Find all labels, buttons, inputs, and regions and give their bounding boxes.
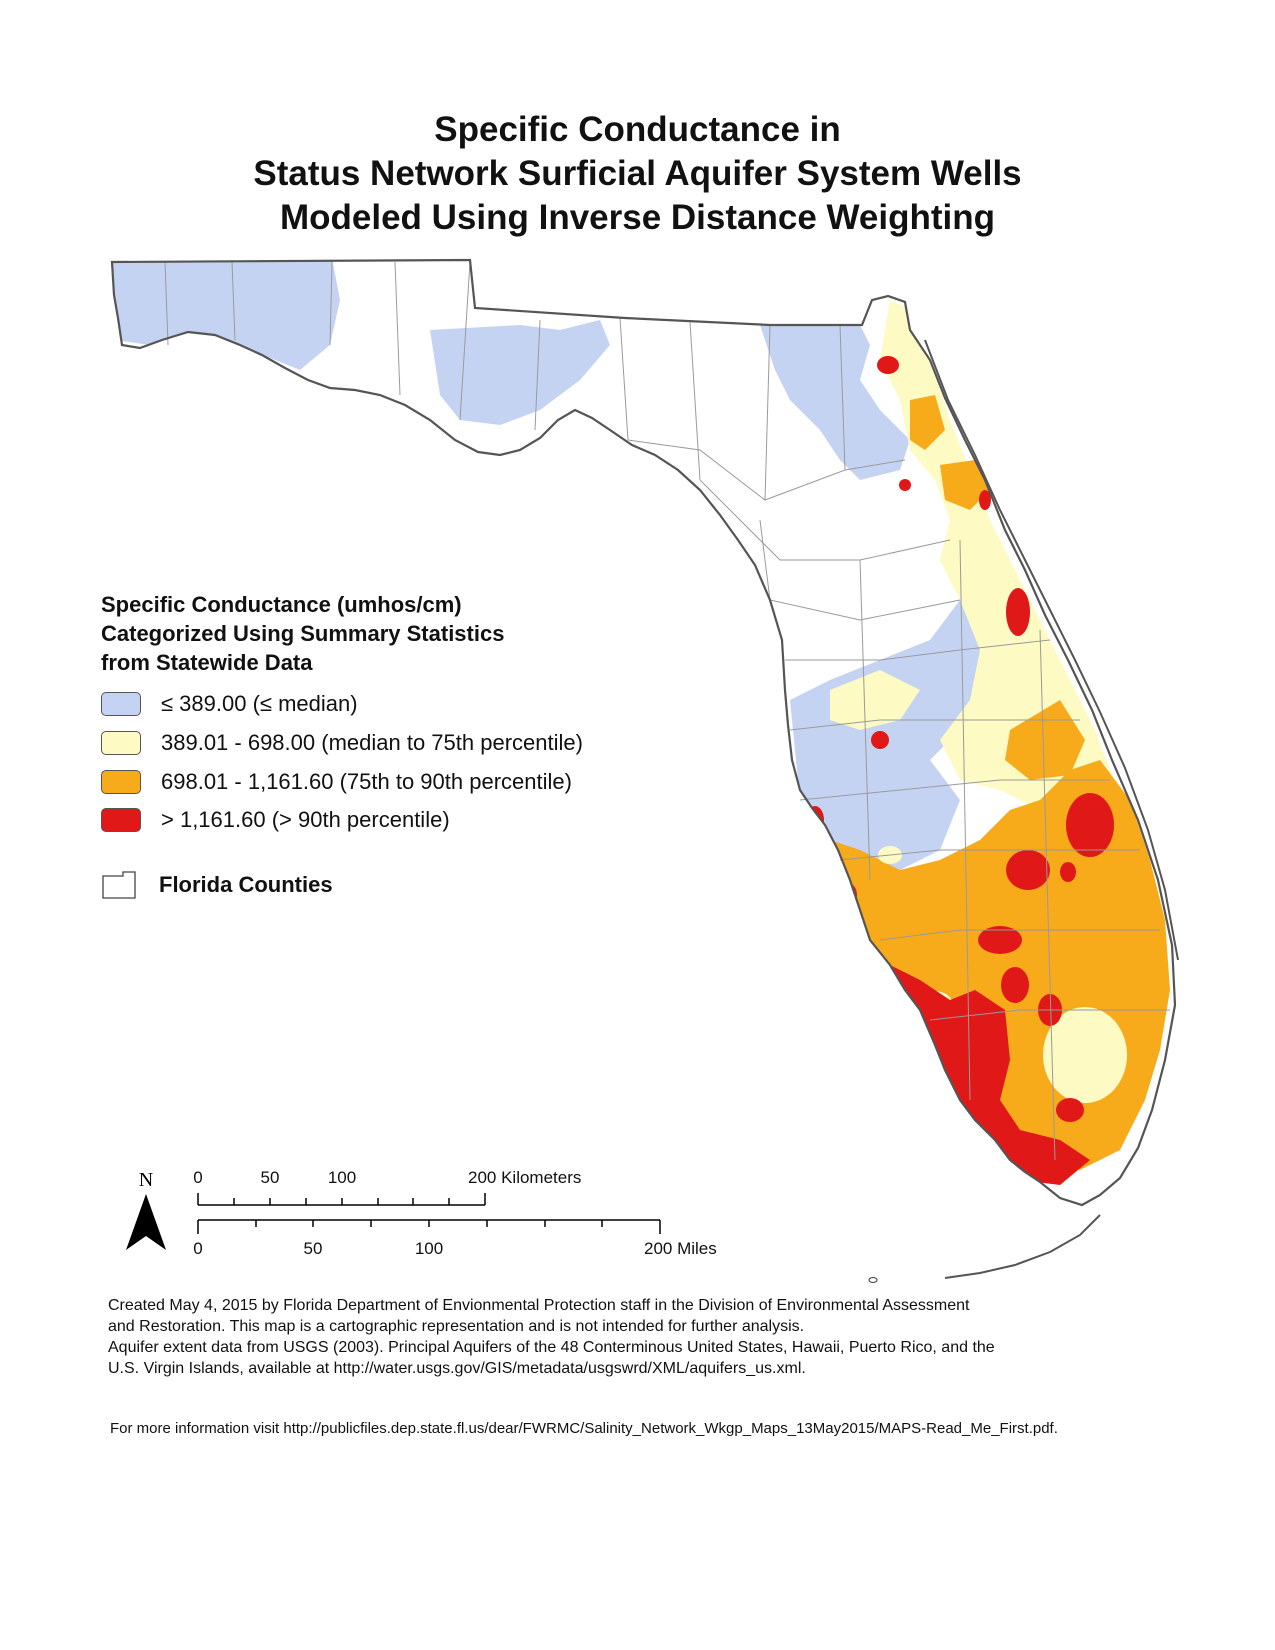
legend-swatch xyxy=(101,770,141,794)
legend-swatch xyxy=(101,731,141,755)
county-swatch-icon xyxy=(102,871,136,899)
legend-swatch xyxy=(101,808,141,832)
title-line-1: Specific Conductance in xyxy=(434,110,841,149)
legend-heading-line-2: Categorized Using Summary Statistics xyxy=(101,621,505,646)
legend-label: ≤ 389.00 (≤ median) xyxy=(161,691,358,716)
florida-outline xyxy=(110,258,1177,1207)
legend: Specific Conductance (umhos/cm) Categori… xyxy=(101,590,583,899)
legend-label: 389.01 - 698.00 (median to 75th percenti… xyxy=(161,730,583,755)
credits-line-1: Created May 4, 2015 by Florida Departmen… xyxy=(108,1297,970,1314)
legend-item-le-median: ≤ 389.00 (≤ median) xyxy=(101,690,358,718)
legend-label: 698.01 - 1,161.60 (75th to 90th percenti… xyxy=(161,769,572,794)
legend-heading-line-3: from Statewide Data xyxy=(101,650,313,675)
legend-item-gt-90th: > 1,161.60 (> 90th percentile) xyxy=(101,806,450,834)
legend-item-counties: Florida Counties xyxy=(101,870,333,900)
county-boundaries xyxy=(164,261,1170,1161)
legend-item-75th-90th: 698.01 - 1,161.60 (75th to 90th percenti… xyxy=(101,768,572,796)
counties-label: Florida Counties xyxy=(159,872,333,897)
credits: Created May 4, 2015 by Florida Departmen… xyxy=(108,1295,995,1379)
legend-item-median-75th: 389.01 - 698.00 (median to 75th percenti… xyxy=(101,729,583,757)
map-title: Specific Conductance in Status Network S… xyxy=(0,108,1275,240)
conductance-surface xyxy=(112,260,1170,1185)
title-line-3: Modeled Using Inverse Distance Weighting xyxy=(279,198,996,237)
legend-label: > 1,161.60 (> 90th percentile) xyxy=(161,807,450,832)
legend-swatch xyxy=(101,692,141,716)
credits-line-4: U.S. Virgin Islands, available at http:/… xyxy=(108,1360,806,1377)
east-coast-barrier xyxy=(924,339,1179,961)
credits-line-2: and Restoration. This map is a cartograp… xyxy=(108,1318,805,1335)
title-line-2: Status Network Surficial Aquifer System … xyxy=(253,154,1022,193)
credits-line-3: Aquifer extent data from USGS (2003). Pr… xyxy=(108,1339,995,1356)
legend-heading-line-1: Specific Conductance (umhos/cm) xyxy=(101,592,462,617)
keys-island xyxy=(868,1276,878,1284)
florida-keys xyxy=(944,1214,1101,1279)
more-info-link: For more information visit http://public… xyxy=(110,1420,1058,1437)
